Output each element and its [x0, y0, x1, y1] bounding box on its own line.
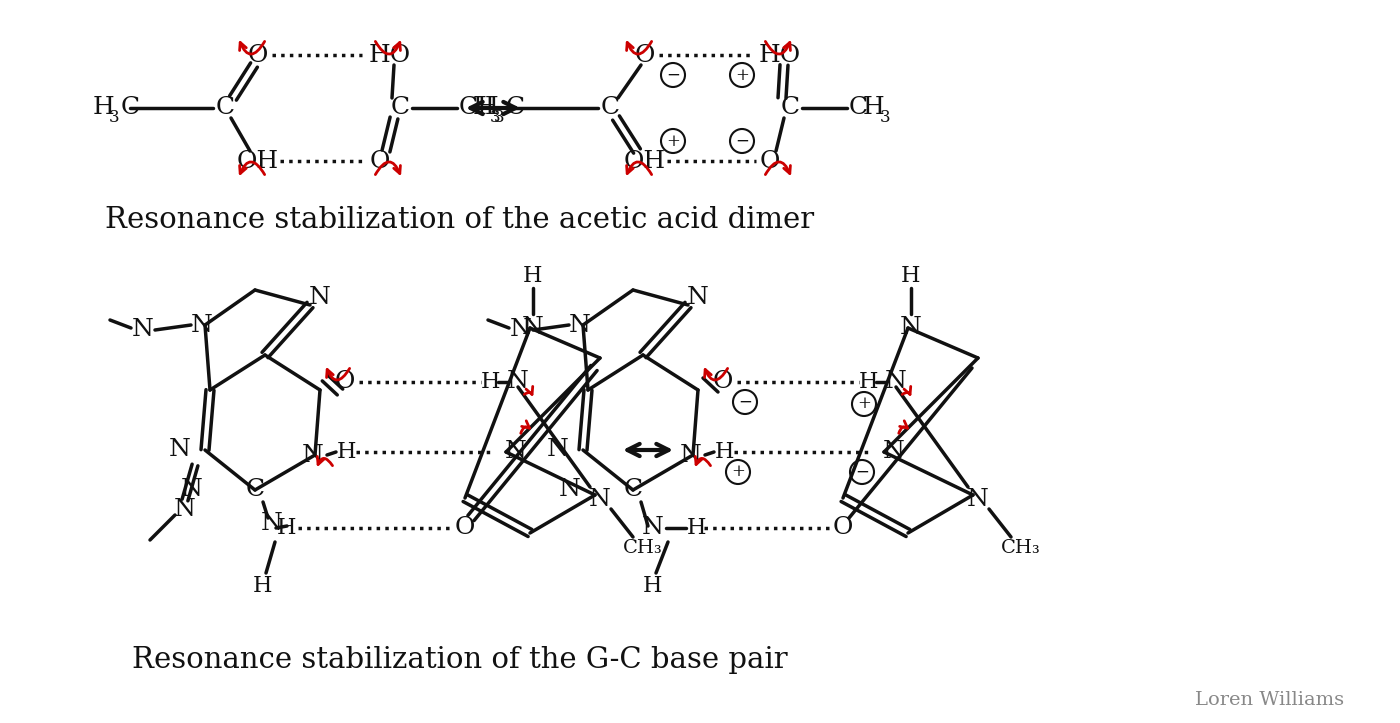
Text: O: O: [335, 370, 356, 393]
Text: CH₃: CH₃: [623, 539, 662, 557]
Text: N: N: [260, 513, 283, 536]
Text: N: N: [132, 319, 154, 341]
Text: H: H: [858, 371, 878, 393]
Text: +: +: [731, 463, 745, 481]
Text: −: −: [666, 67, 680, 83]
Text: C: C: [780, 96, 799, 119]
Text: H: H: [714, 441, 734, 463]
Text: N: N: [589, 489, 610, 511]
Text: −: −: [738, 393, 752, 411]
Text: −: −: [735, 132, 749, 150]
Text: H: H: [477, 96, 498, 119]
Text: Resonance stabilization of the acetic acid dimer: Resonance stabilization of the acetic ac…: [105, 206, 815, 234]
Text: H: H: [862, 96, 883, 119]
Text: C: C: [216, 96, 235, 119]
Text: +: +: [735, 67, 749, 83]
Text: Loren Williams: Loren Williams: [1196, 691, 1344, 709]
Text: C: C: [120, 96, 140, 119]
Text: N: N: [559, 479, 581, 502]
Text: N: N: [169, 439, 190, 461]
Text: N: N: [190, 314, 213, 336]
Text: O: O: [248, 43, 269, 67]
Text: 3: 3: [490, 109, 500, 127]
Text: O: O: [833, 516, 853, 539]
Text: H: H: [472, 96, 494, 119]
Text: N: N: [967, 489, 988, 511]
Text: C: C: [505, 96, 525, 119]
Text: C: C: [601, 96, 620, 119]
Text: H: H: [276, 517, 295, 539]
Text: −: −: [855, 463, 869, 481]
Text: N: N: [505, 440, 526, 463]
Text: Resonance stabilization of the G-C base pair: Resonance stabilization of the G-C base …: [132, 646, 788, 674]
Text: H: H: [643, 575, 662, 597]
Text: H: H: [686, 517, 706, 539]
Text: CH₃: CH₃: [1001, 539, 1040, 557]
Text: N: N: [510, 319, 532, 341]
Text: H: H: [480, 371, 500, 393]
Text: O: O: [634, 43, 655, 67]
Text: N: N: [883, 440, 904, 463]
Text: HO: HO: [370, 43, 412, 67]
Text: N: N: [900, 317, 923, 340]
Text: OH: OH: [624, 150, 666, 173]
Text: N: N: [181, 479, 203, 502]
Text: N: N: [174, 498, 196, 521]
Text: N: N: [507, 370, 529, 393]
Text: N: N: [643, 516, 664, 539]
Text: H: H: [902, 265, 921, 287]
Text: +: +: [666, 132, 680, 150]
Text: N: N: [522, 317, 545, 340]
Text: O: O: [455, 516, 475, 539]
Text: 3: 3: [494, 109, 504, 127]
Text: HO: HO: [759, 43, 801, 67]
Text: N: N: [568, 314, 591, 336]
Text: C: C: [623, 479, 643, 502]
Text: O: O: [760, 150, 780, 173]
Text: O: O: [713, 370, 734, 393]
Text: H: H: [92, 96, 113, 119]
Text: C: C: [848, 96, 868, 119]
Text: +: +: [857, 395, 871, 413]
Text: 3: 3: [879, 109, 890, 127]
Text: N: N: [309, 286, 330, 309]
Text: N: N: [680, 443, 701, 466]
Text: OH: OH: [237, 150, 279, 173]
Text: C: C: [245, 479, 265, 502]
Text: H: H: [253, 575, 273, 597]
Text: H: H: [336, 441, 356, 463]
Text: C: C: [391, 96, 410, 119]
Text: 3: 3: [109, 109, 119, 127]
Text: N: N: [302, 443, 323, 466]
Text: C: C: [458, 96, 477, 119]
Text: N: N: [547, 439, 568, 461]
Text: H: H: [524, 265, 543, 287]
Text: N: N: [885, 370, 907, 393]
Text: N: N: [687, 286, 708, 309]
Text: O: O: [370, 150, 391, 173]
